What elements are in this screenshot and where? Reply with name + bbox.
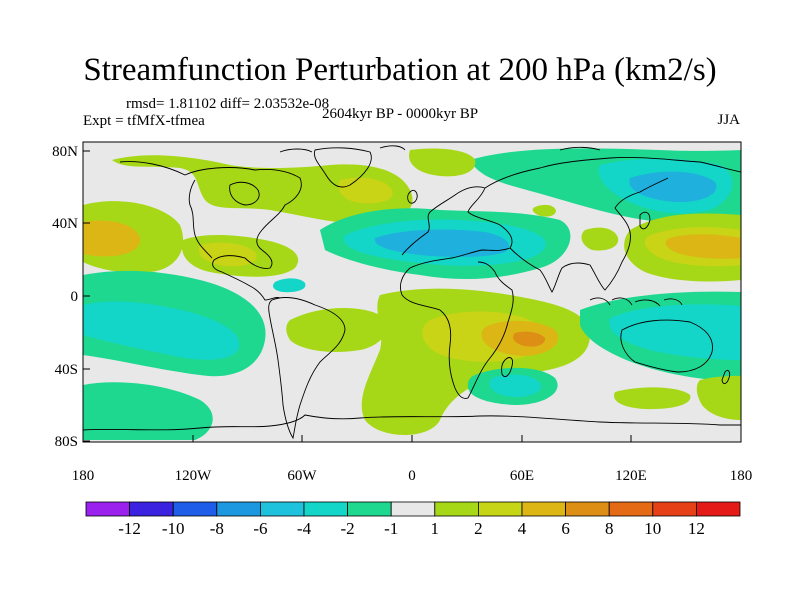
lon-label-120e: 120E: [615, 468, 647, 484]
colorbar-swatch: [259, 501, 305, 517]
latitude-ticks: [83, 150, 90, 442]
coastline-japan: [639, 211, 651, 230]
colorbar-label: 4: [518, 519, 527, 538]
colorbar-label: -8: [210, 519, 224, 538]
lon-label-180w: 180: [72, 468, 95, 484]
contour-atl-cyan-small: [272, 278, 306, 293]
colorbar-label: -1: [384, 519, 398, 538]
contour-siberia-blue: [629, 171, 717, 203]
coastline-north-america: [119, 161, 302, 301]
contour-satl-lime: [286, 308, 388, 352]
experiment-label: Expt = tfMfX-tfmea: [83, 113, 205, 129]
latitude-tick-labels: 80N 40N 0 40S 80S: [52, 144, 78, 450]
colorbar-swatch: [521, 501, 566, 517]
coastline-arctic: [279, 145, 601, 153]
contour-aus-cyan: [609, 304, 741, 360]
contour-sind-cyan: [489, 374, 541, 398]
contour-saus-lime: [614, 387, 691, 410]
coastline-europe-africa: [399, 186, 514, 399]
contour-epac-cyan: [83, 301, 240, 360]
plot-title: Streamfunction Perturbation at 200 hPa (…: [83, 52, 717, 88]
lat-label-0: 0: [71, 289, 79, 305]
coastline-uk: [407, 189, 418, 204]
longitude-ticks: [82, 435, 742, 442]
stats-text: rmsd= 1.81102 diff= 2.03532e-08: [126, 96, 330, 112]
colorbar-swatch: [347, 501, 392, 517]
coastline-south-america: [268, 297, 346, 440]
period-label: 2604kyr BP - 0000kyr BP: [322, 106, 479, 122]
contour-spac-green: [83, 382, 213, 440]
coastline-asia: [484, 157, 741, 293]
coastline-greenland: [313, 147, 372, 188]
contour-gulf-yellow: [198, 242, 257, 267]
colorbar-swatch: [565, 501, 610, 517]
lon-label-180e: 180: [730, 468, 753, 484]
contour-npac-west-orange: [83, 220, 141, 257]
colorbar-label: -10: [162, 519, 185, 538]
lon-label-120w: 120W: [175, 468, 213, 484]
colorbar-swatch: [303, 501, 348, 517]
lat-label-40s: 40S: [55, 362, 78, 378]
colorbar-label: 10: [644, 519, 661, 538]
colorbar-label: -4: [297, 519, 312, 538]
colorbar-swatch: [608, 501, 654, 517]
coastline-maritime: [589, 297, 683, 307]
contour-natl-yellow: [338, 177, 393, 204]
colorbar: [85, 501, 741, 517]
colorbar-label: -2: [341, 519, 355, 538]
coastline-new-zealand: [721, 369, 731, 385]
longitude-tick-labels: 180 120W 60W 0 60E 120E 180: [72, 468, 753, 484]
contour-natl-lime: [112, 155, 413, 225]
contour-nwpac-orange: [665, 234, 741, 259]
contour-china-lime: [581, 227, 619, 251]
colorbar-label: 6: [561, 519, 570, 538]
coastline-madagascar: [501, 357, 513, 377]
colorbar-labels: -12 -10 -8 -6 -4 -2 -1 1 2 4 6 8 10 12: [118, 519, 705, 538]
colorbar-swatch: [652, 501, 697, 517]
lat-label-80s: 80S: [55, 434, 78, 450]
contour-europe-blue: [374, 229, 509, 257]
lat-label-80n: 80N: [52, 144, 78, 160]
lon-label-0: 0: [408, 468, 416, 484]
lon-label-60w: 60W: [287, 468, 317, 484]
lat-label-40n: 40N: [52, 216, 78, 232]
colorbar-swatch: [216, 501, 261, 517]
colorbar-label: -12: [118, 519, 141, 538]
colorbar-swatch: [129, 501, 174, 517]
coastline-antarctica: [83, 414, 741, 431]
colorbar-label: 12: [688, 519, 705, 538]
colorbar-label: -6: [253, 519, 267, 538]
colorbar-swatch: [434, 501, 479, 517]
map-plot-area: [83, 142, 741, 442]
coastline-australia: [620, 319, 713, 373]
colorbar-label: 2: [474, 519, 483, 538]
contour-mideast-lime: [532, 204, 556, 217]
colorbar-swatch: [85, 501, 130, 517]
colorbar-swatch: [390, 501, 436, 517]
coastlines: [83, 145, 741, 440]
season-label: JJA: [717, 112, 740, 128]
colorbar-label: 1: [431, 519, 440, 538]
contour-spac-right-lime: [696, 375, 741, 420]
coastline-hudson-bay: [229, 181, 260, 206]
contour-greenland-lime: [409, 148, 476, 177]
colorbar-label: 8: [605, 519, 614, 538]
colorbar-swatch: [172, 501, 218, 517]
lon-label-60e: 60E: [510, 468, 534, 484]
colorbar-swatch: [696, 501, 741, 517]
contour-africa-darkorange: [513, 331, 546, 347]
contour-fields: [83, 148, 741, 440]
colorbar-swatch: [477, 501, 523, 517]
